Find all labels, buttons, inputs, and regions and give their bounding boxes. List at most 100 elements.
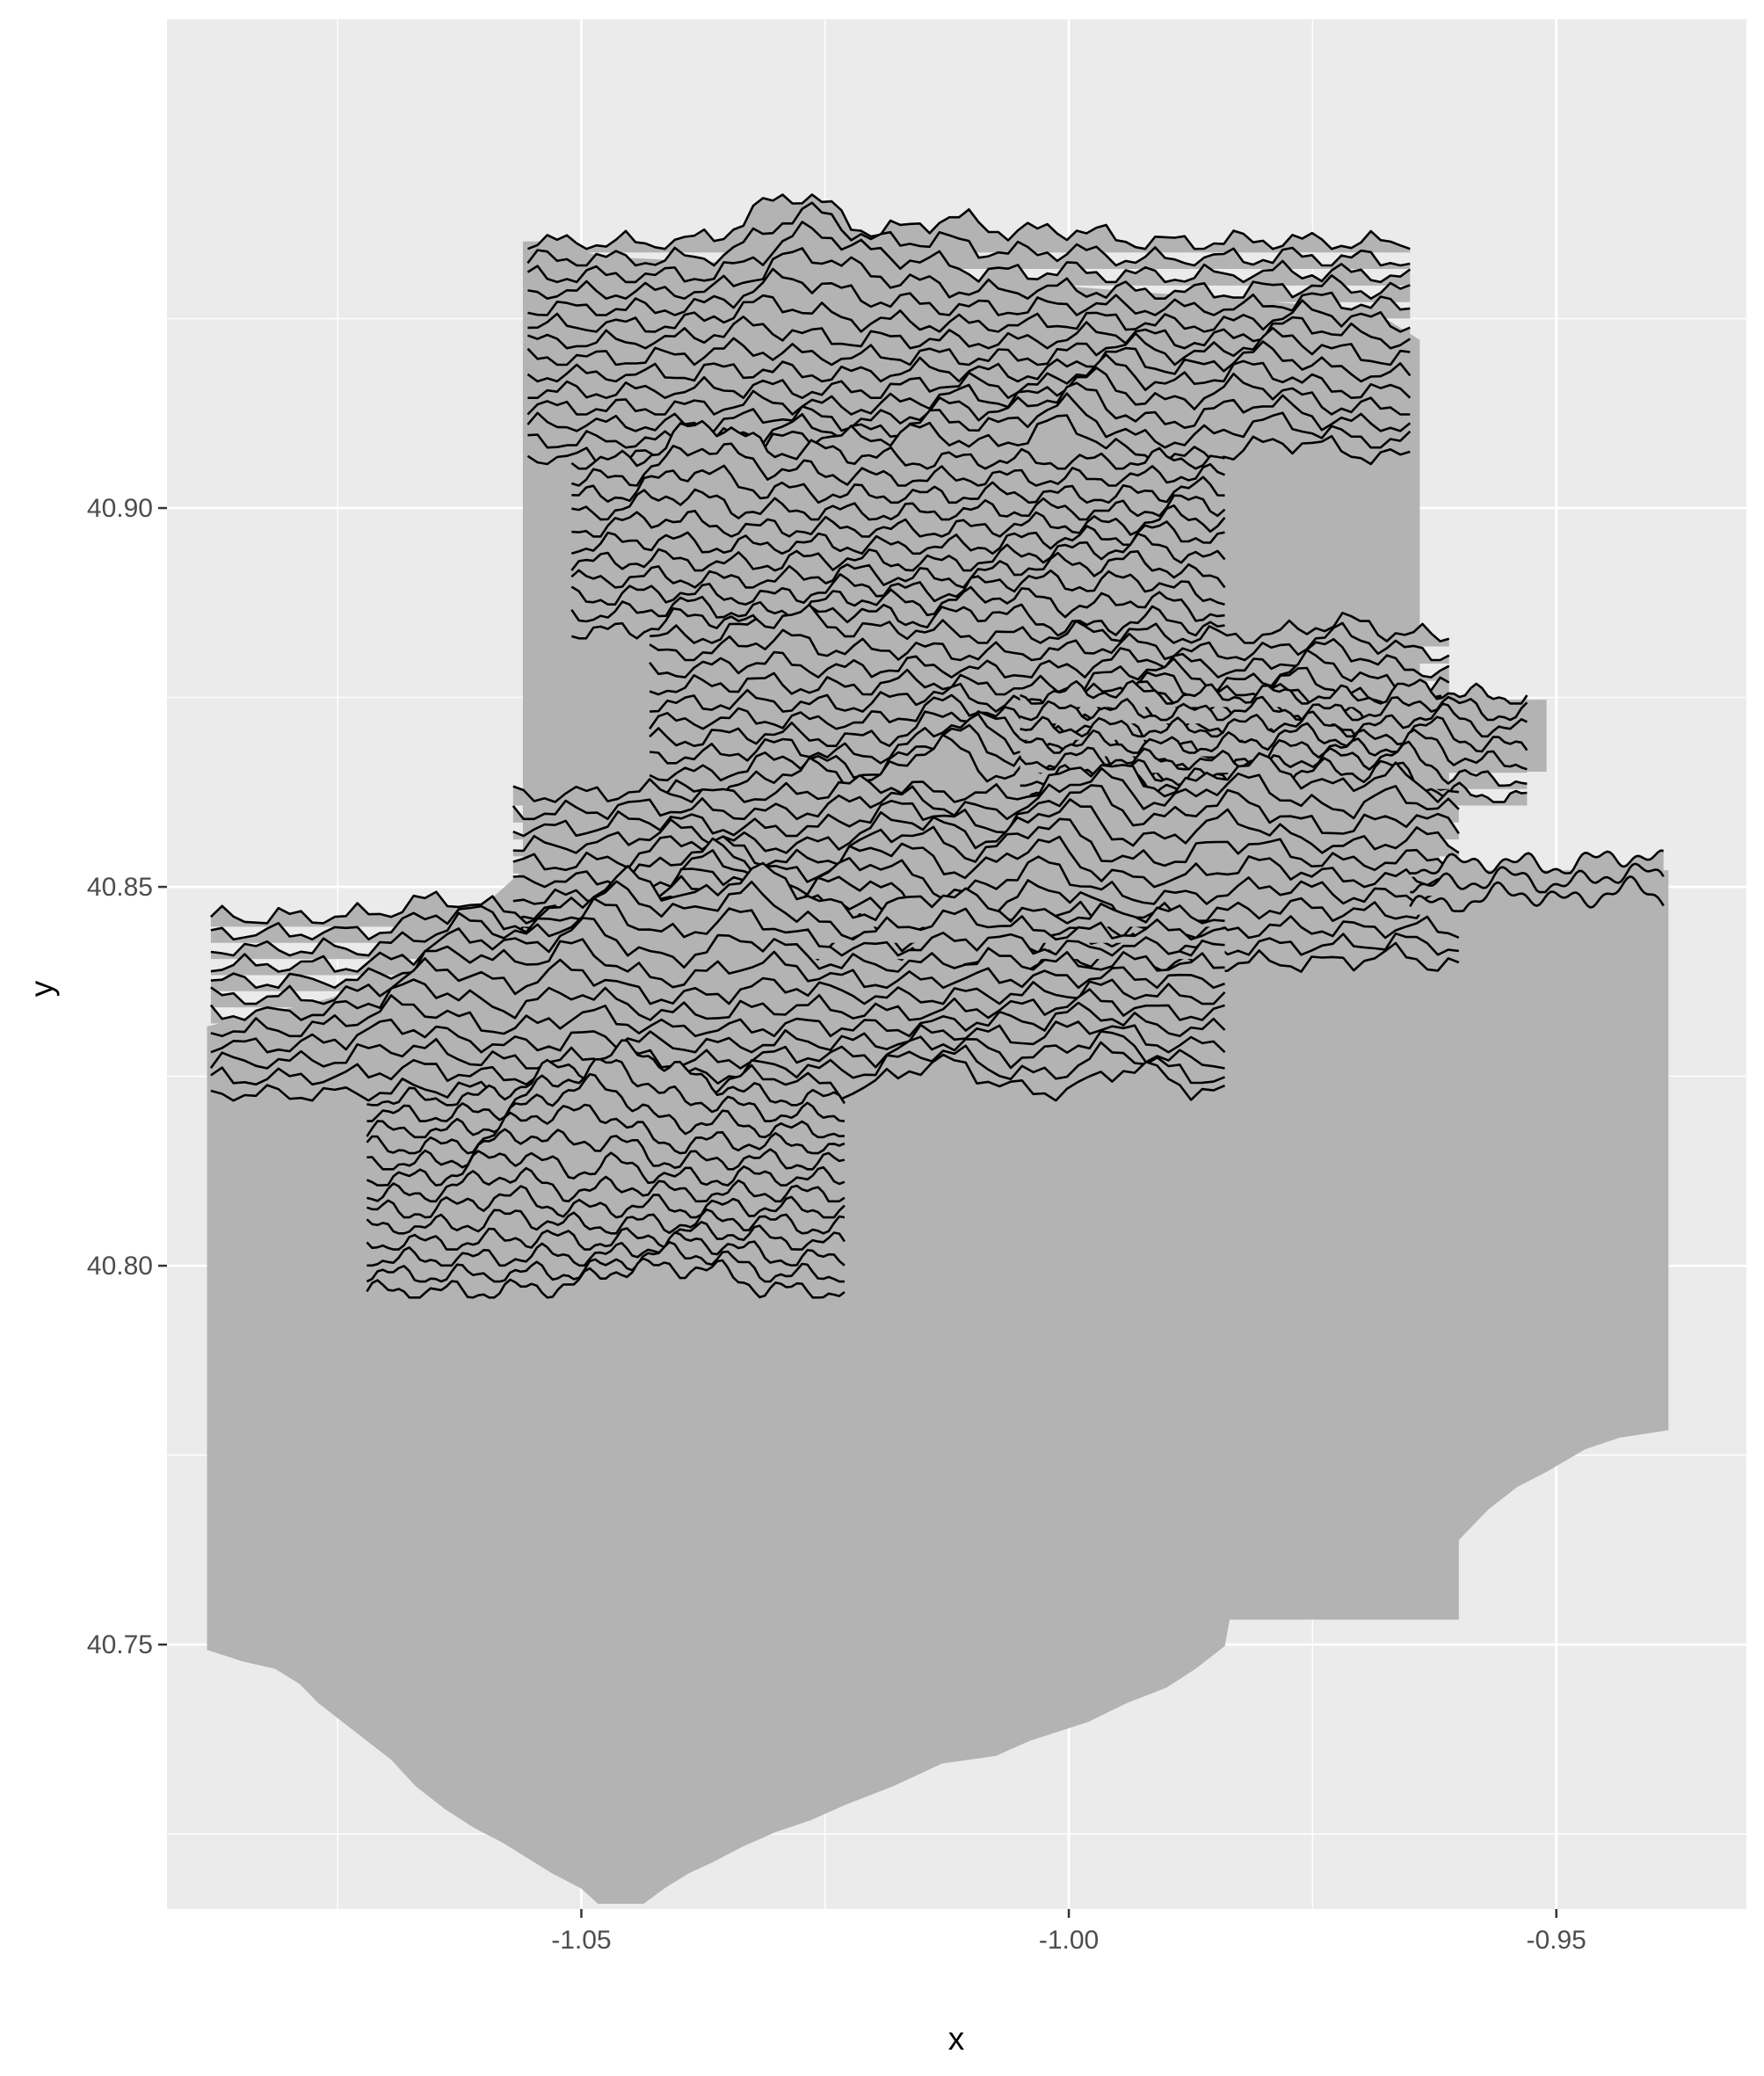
- ridge-line-79: [366, 1240, 845, 1283]
- y-axis: 40.75 40.80 40.85 40.90: [87, 494, 167, 1659]
- ridge-fill-7: [527, 328, 1411, 368]
- ridge-line-2: [526, 221, 1412, 284]
- ridge-line-71: [366, 1103, 846, 1155]
- ridge-line-8: [526, 340, 1412, 383]
- ridge-fill-26: [650, 622, 1449, 664]
- ridge-line-74: [367, 1166, 846, 1203]
- ridge-line-63: [210, 994, 1226, 1038]
- ridge-line-57: [210, 880, 1225, 941]
- ridge-line-38: [1019, 715, 1528, 754]
- ridge-line-10: [526, 367, 1411, 416]
- y-tick-label: 40.75: [87, 1630, 153, 1659]
- ridge-fill-16: [571, 465, 1225, 506]
- ridge-line-62: [209, 978, 1225, 1021]
- ridge-line-53: [1410, 849, 1664, 875]
- ridge-fill-70: [367, 1074, 845, 1141]
- x-tick-label: -0.95: [1526, 1926, 1586, 1955]
- ridge-fill-63: [210, 995, 1225, 1040]
- ridge-fill-76: [367, 1209, 845, 1238]
- ridge-line-70: [366, 1072, 845, 1139]
- ridge-line-1: [526, 201, 1411, 267]
- ridge-line-28: [649, 649, 1450, 696]
- ridge-line-5: [527, 294, 1411, 333]
- ridge-line-18: [571, 504, 1226, 538]
- ridge-line-72: [367, 1128, 846, 1171]
- ridge-line-75: [366, 1185, 846, 1219]
- ridge-line-35: [1020, 679, 1528, 705]
- ridge-fill-34: [650, 735, 1449, 802]
- y-tick-label: 40.85: [87, 873, 153, 902]
- ridge-line-20: [570, 533, 1226, 572]
- ridge-fill-80: [367, 1258, 845, 1302]
- ridge-line-21: [570, 550, 1226, 589]
- y-tick-label: 40.80: [87, 1252, 153, 1281]
- ridge-line-78: [367, 1231, 846, 1267]
- ridge-fill-9: [527, 354, 1411, 402]
- ridge-line-56: [209, 861, 1225, 925]
- ridge-line-64: [210, 1018, 1226, 1054]
- ridge-fill-22: [571, 570, 1225, 608]
- ridge-line-27: [649, 637, 1450, 679]
- ridge-fill-18: [571, 505, 1225, 541]
- ridge-fill-6: [527, 316, 1411, 352]
- ridge-line-15: [570, 442, 1225, 487]
- ridge-line-80: [366, 1257, 846, 1299]
- ridge-line-19: [570, 520, 1225, 555]
- ridge-line-46: [512, 817, 1460, 872]
- ridge-line-77: [366, 1221, 846, 1251]
- ridge-line-43: [512, 766, 1460, 821]
- ridge-line-68: [367, 1039, 846, 1107]
- ridge-line-14: [570, 419, 1225, 470]
- ridge-line-16: [571, 464, 1225, 504]
- ridge-fill-75: [367, 1186, 845, 1222]
- ridge-line-44: [512, 784, 1460, 838]
- x-axis-title: x: [948, 2021, 965, 2057]
- ridge-line-23: [570, 585, 1225, 623]
- ridge-line-47: [512, 835, 1460, 889]
- ridge-line-24: [570, 603, 1225, 640]
- ridge-line-59: [210, 917, 1225, 973]
- ridge-fill-8: [527, 341, 1411, 385]
- ridge-fill-1: [527, 202, 1411, 269]
- ridge-line-65: [209, 1030, 1225, 1070]
- ridge-line-54: [1410, 862, 1665, 894]
- ridge-fill-46: [512, 818, 1459, 874]
- ridge-line-25: [650, 603, 1450, 644]
- ridge-fill-2: [527, 221, 1411, 286]
- x-axis: -1.05 -1.00 -0.95: [551, 1909, 1586, 1955]
- ridge-fill-27: [650, 639, 1449, 681]
- ridge-fill-62: [210, 979, 1225, 1024]
- ridge-line-9: [527, 353, 1412, 399]
- ridge-line-0: [526, 193, 1411, 250]
- ridge-line-11: [526, 381, 1412, 432]
- ridge-line-60: [210, 938, 1225, 990]
- ridge-line-37: [1020, 702, 1528, 738]
- ridge-line-73: [366, 1150, 846, 1187]
- ridge-line-67: [210, 1053, 1226, 1102]
- ridge-lines: [209, 193, 1665, 1302]
- ridge-line-26: [649, 621, 1450, 662]
- y-axis-title: y: [24, 980, 60, 997]
- ridge-fill-55: [1410, 876, 1664, 915]
- ridge-line-3: [527, 247, 1411, 300]
- ridge-fill-37: [1020, 703, 1528, 740]
- ridge-line-61: [210, 957, 1226, 1005]
- ridge-line-22: [570, 569, 1225, 606]
- ridge-line-7: [526, 327, 1411, 367]
- ridge-fill-67: [210, 1055, 1225, 1105]
- y-tick-label: 40.90: [87, 494, 153, 523]
- ridge-line-42: [512, 751, 1459, 803]
- ridge-line-17: [571, 488, 1226, 521]
- ridge-line-45: [512, 798, 1460, 854]
- x-tick-label: -1.05: [551, 1926, 611, 1955]
- ridge-line-55: [1409, 875, 1665, 912]
- ridge-line-76: [366, 1208, 846, 1235]
- ridge-line-66: [210, 1041, 1225, 1086]
- ridge-fill-74: [367, 1168, 845, 1205]
- ridge-fill-73: [367, 1151, 845, 1189]
- ridge-fill-13: [527, 415, 1411, 468]
- ridge-line-69: [367, 1057, 846, 1122]
- ridge-fill-15: [571, 443, 1225, 490]
- ridge-fill-17: [571, 490, 1225, 524]
- ridge-line-36: [1020, 695, 1528, 722]
